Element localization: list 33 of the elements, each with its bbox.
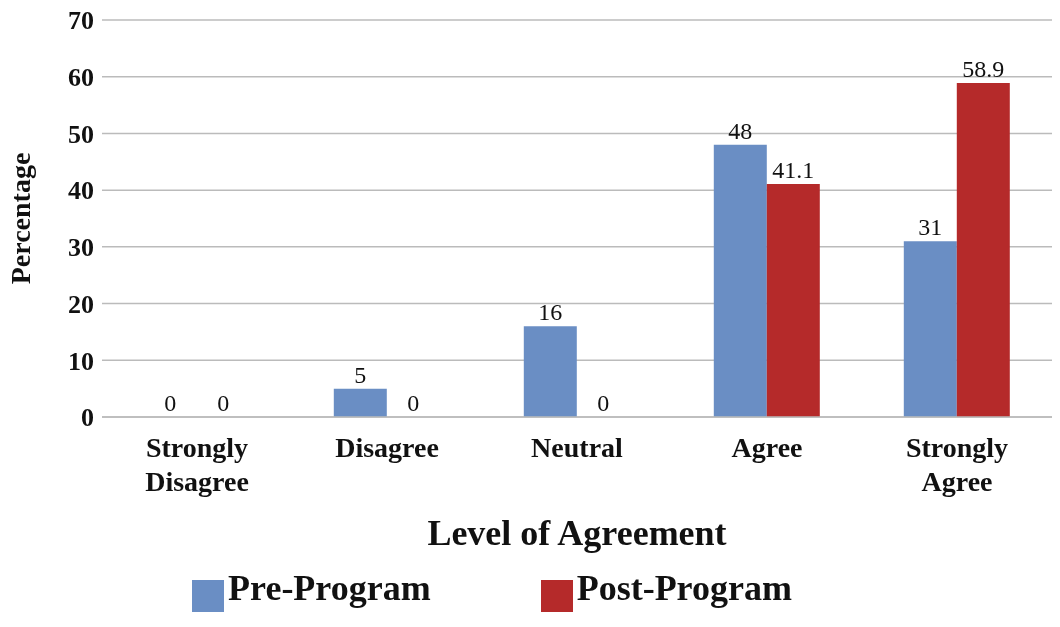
bar: [766, 183, 820, 417]
data-label: 16: [538, 299, 563, 326]
x-axis-title: Level of Agreement: [427, 513, 727, 553]
y-tick-label: 0: [81, 403, 94, 433]
bar: [956, 82, 1010, 417]
x-tick-label: Disagree: [335, 432, 439, 463]
data-label: 5: [354, 361, 367, 388]
data-label: 0: [407, 389, 420, 416]
y-tick-label: 70: [68, 6, 94, 36]
bar: [523, 326, 577, 417]
x-tick-label: Neutral: [531, 432, 624, 463]
data-label: 58.9: [962, 55, 1005, 82]
y-tick-label: 40: [68, 176, 94, 206]
data-label: 48: [728, 117, 753, 144]
y-tick-label: 30: [68, 233, 94, 263]
data-label: 0: [164, 389, 177, 416]
legend-label: Post-Program: [576, 568, 792, 608]
data-label: 41.1: [772, 156, 815, 183]
bar: [903, 241, 957, 417]
y-tick-label: 20: [68, 289, 94, 319]
x-tick-label: Strongly Disagree: [145, 432, 249, 497]
data-label: 0: [597, 389, 610, 416]
y-axis-title: Percentage: [4, 152, 36, 285]
y-tick-label: 10: [68, 346, 94, 376]
legend-label: Pre-Program: [228, 568, 431, 608]
data-label: 31: [918, 214, 943, 241]
x-tick-label: Strongly Agree: [905, 432, 1009, 497]
y-tick-label: 60: [68, 62, 94, 92]
y-tick-label: 50: [68, 119, 94, 149]
bar: [713, 144, 767, 417]
data-label: 0: [217, 389, 230, 416]
bar: [333, 388, 387, 417]
x-tick-label: Agree: [731, 432, 803, 463]
